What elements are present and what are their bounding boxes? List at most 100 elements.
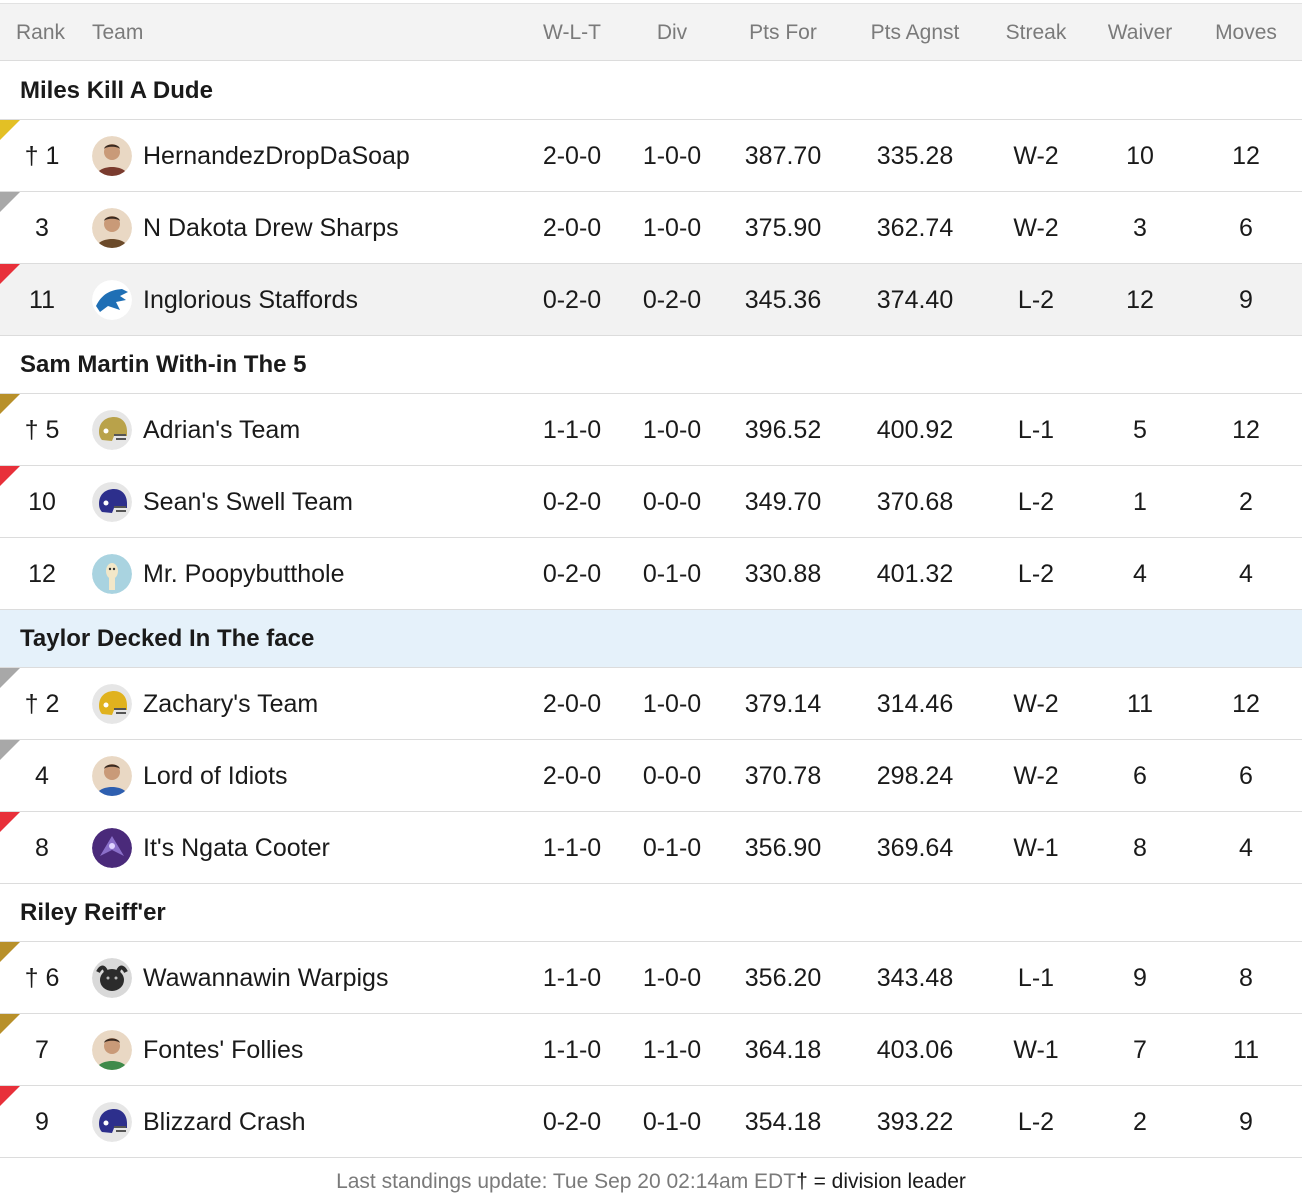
team-name-link[interactable]: Mr. Poopybutthole <box>143 560 345 588</box>
table-row[interactable]: † 1 HernandezDropDaSoap 2-0-0 1-0-0 387.70 33… <box>0 120 1302 192</box>
moves-cell: 2 <box>1239 488 1253 516</box>
team-name-link[interactable]: Inglorious Staffords <box>143 286 358 314</box>
pts-agnst-cell: 370.68 <box>876 488 954 516</box>
team-name-link[interactable]: N Dakota Drew Sharps <box>143 214 399 242</box>
waiver-cell: 7 <box>1133 1036 1147 1064</box>
team-name-link[interactable]: Sean's Swell Team <box>143 488 353 516</box>
rank-cell: 4 <box>35 762 49 790</box>
table-row[interactable]: 4 Lord of Idiots 2-0-0 0-0-0 370.78 298.24 W-2… <box>0 740 1302 812</box>
animal-icon <box>92 958 132 998</box>
moves-cell: 11 <box>1233 1036 1259 1064</box>
team-avatar[interactable] <box>92 756 132 796</box>
team-avatar[interactable] <box>92 410 132 450</box>
waiver-cell: 4 <box>1133 560 1147 588</box>
rank-cell: 7 <box>35 1036 49 1064</box>
table-row[interactable]: 11 Inglorious Staffords 0-2-0 0-2-0 345.36 37… <box>0 264 1302 336</box>
wlt-cell: 0-2-0 <box>542 286 602 314</box>
pts-agnst-cell: 403.06 <box>876 1036 954 1064</box>
div-record-cell: 1-0-0 <box>642 416 702 444</box>
team-avatar[interactable] <box>92 1102 132 1142</box>
team-avatar[interactable] <box>92 958 132 998</box>
div-record-cell: 0-1-0 <box>642 834 702 862</box>
div-record-cell: 0-0-0 <box>642 762 702 790</box>
header-pts-agnst[interactable]: Pts Agnst <box>870 21 960 44</box>
team-avatar[interactable] <box>92 208 132 248</box>
pts-for-cell: 356.90 <box>744 834 822 862</box>
team-name-link[interactable]: Blizzard Crash <box>143 1108 306 1136</box>
rank-cell: 8 <box>35 834 49 862</box>
playoff-ribbon-bronze <box>0 1014 20 1034</box>
team-name-link[interactable]: HernandezDropDaSoap <box>143 142 410 170</box>
header-streak[interactable]: Streak <box>1005 21 1067 44</box>
div-record-cell: 1-0-0 <box>642 214 702 242</box>
streak-cell: W-2 <box>1013 214 1059 242</box>
table-row[interactable]: 12 Mr. Poopybutthole 0-2-0 0-1-0 330.88 401.3… <box>0 538 1302 610</box>
team-avatar[interactable] <box>92 828 132 868</box>
rank-cell: 10 <box>28 488 56 516</box>
streak-cell: W-1 <box>1013 834 1059 862</box>
header-div[interactable]: Div <box>656 21 688 44</box>
header-team[interactable]: Team <box>92 21 144 44</box>
team-name-link[interactable]: Wawannawin Warpigs <box>143 964 389 992</box>
header-moves[interactable]: Moves <box>1215 21 1277 44</box>
lion-icon <box>92 280 132 320</box>
moves-cell: 6 <box>1239 214 1253 242</box>
team-name-link[interactable]: Zachary's Team <box>143 690 319 718</box>
team-avatar[interactable] <box>92 482 132 522</box>
pts-for-cell: 370.78 <box>744 762 822 790</box>
streak-cell: W-2 <box>1013 762 1059 790</box>
wlt-cell: 1-1-0 <box>542 416 602 444</box>
team-name-link[interactable]: Fontes' Follies <box>143 1036 304 1064</box>
table-row[interactable]: 10 Sean's Swell Team 0-2-0 0-0-0 349.70 370.6… <box>0 466 1302 538</box>
streak-cell: L-2 <box>1017 1108 1055 1136</box>
table-row[interactable]: 3 N Dakota Drew Sharps 2-0-0 1-0-0 375.90 362… <box>0 192 1302 264</box>
pts-for-cell: 364.18 <box>744 1036 822 1064</box>
team-name-link[interactable]: Lord of Idiots <box>143 762 288 790</box>
playoff-ribbon-red <box>0 466 20 486</box>
pts-agnst-cell: 343.48 <box>876 964 954 992</box>
team-name-link[interactable]: Adrian's Team <box>143 416 301 444</box>
rank-cell: 9 <box>35 1108 49 1136</box>
rank-cell: † 2 <box>24 690 60 718</box>
rank-cell: † 1 <box>24 142 60 170</box>
pts-for-cell: 375.90 <box>744 214 822 242</box>
person-icon <box>92 208 132 248</box>
table-row[interactable]: 8 It's Ngata Cooter 1-1-0 0-1-0 356.90 369.64… <box>0 812 1302 884</box>
moves-cell: 8 <box>1239 964 1253 992</box>
table-row[interactable]: 9 Blizzard Crash 0-2-0 0-1-0 354.18 393.22 L-2… <box>0 1086 1302 1158</box>
header-pts-for[interactable]: Pts For <box>749 21 817 44</box>
header-rank[interactable]: Rank <box>16 21 66 44</box>
table-header: Rank Team W-L-T Div Pts For Pts Agnst St… <box>0 3 1302 61</box>
person-icon <box>92 1030 132 1070</box>
streak-cell: L-2 <box>1017 488 1055 516</box>
team-avatar[interactable] <box>92 554 132 594</box>
table-row[interactable]: 7 Fontes' Follies 1-1-0 1-1-0 364.18 403.06 W-… <box>0 1014 1302 1086</box>
div-record-cell: 0-1-0 <box>642 560 702 588</box>
pts-for-cell: 354.18 <box>744 1108 822 1136</box>
table-row[interactable]: † 6 Wawannawin Warpigs 1-1-0 1-0-0 356.20 343… <box>0 942 1302 1014</box>
division-name: Sam Martin With-in The 5 <box>20 351 307 378</box>
pts-agnst-cell: 369.64 <box>876 834 954 862</box>
streak-cell: L-1 <box>1017 964 1055 992</box>
division-header: Riley Reiff'er <box>0 884 1302 942</box>
team-avatar[interactable] <box>92 136 132 176</box>
streak-cell: L-1 <box>1017 416 1055 444</box>
team-avatar[interactable] <box>92 1030 132 1070</box>
team-avatar[interactable] <box>92 280 132 320</box>
table-row[interactable]: † 2 Zachary's Team 2-0-0 1-0-0 379.14 314.46 W… <box>0 668 1302 740</box>
team-name-link[interactable]: It's Ngata Cooter <box>143 834 330 862</box>
team-avatar[interactable] <box>92 684 132 724</box>
moves-cell: 4 <box>1239 560 1253 588</box>
waiver-cell: 8 <box>1133 834 1147 862</box>
header-wlt[interactable]: W-L-T <box>543 21 601 44</box>
pts-for-cell: 396.52 <box>744 416 822 444</box>
table-row[interactable]: † 5 Adrian's Team 1-1-0 1-0-0 396.52 400.92 L-… <box>0 394 1302 466</box>
moves-cell: 9 <box>1239 1108 1253 1136</box>
wlt-cell: 1-1-0 <box>542 834 602 862</box>
pts-agnst-cell: 298.24 <box>876 762 954 790</box>
wlt-cell: 0-2-0 <box>542 1108 602 1136</box>
waiver-cell: 9 <box>1133 964 1147 992</box>
last-update-text: Last standings update: Tue Sep 20 02:14a… <box>336 1170 797 1193</box>
header-waiver[interactable]: Waiver <box>1107 21 1173 44</box>
helmet-icon <box>92 684 132 724</box>
